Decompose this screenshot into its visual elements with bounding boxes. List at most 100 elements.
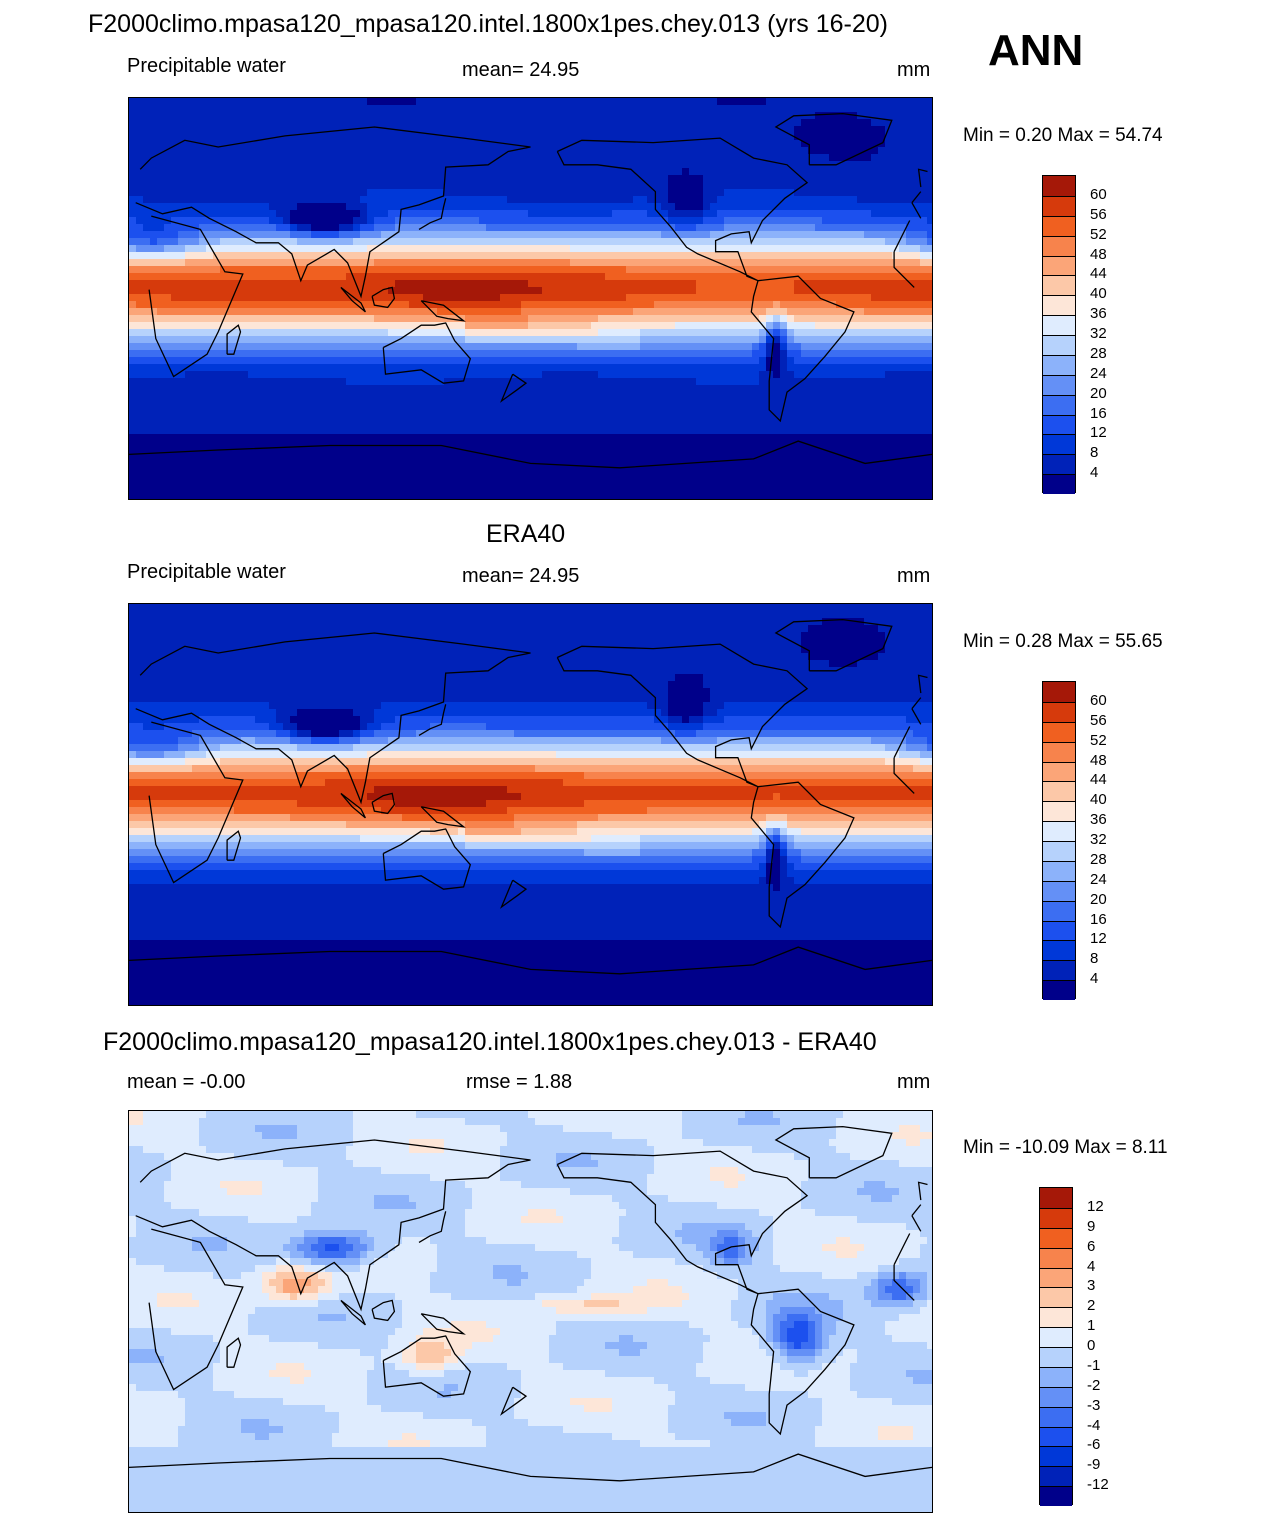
heatmap-cell bbox=[304, 168, 312, 176]
heatmap-cell bbox=[780, 315, 788, 323]
heatmap-cell bbox=[493, 343, 501, 351]
heatmap-cell bbox=[654, 343, 662, 351]
heatmap-cell bbox=[339, 161, 347, 169]
heatmap-cell bbox=[584, 252, 592, 260]
heatmap-cell bbox=[591, 287, 599, 295]
heatmap-cell bbox=[129, 189, 137, 197]
heatmap-cell bbox=[402, 308, 410, 316]
heatmap-cell bbox=[311, 308, 319, 316]
heatmap-cell bbox=[143, 280, 151, 288]
heatmap-cell bbox=[696, 105, 704, 113]
heatmap-cell bbox=[815, 196, 823, 204]
heatmap-cell bbox=[318, 217, 326, 225]
heatmap-cell bbox=[388, 210, 396, 218]
heatmap-cell bbox=[227, 154, 235, 162]
heatmap-cell bbox=[143, 196, 151, 204]
heatmap-cell bbox=[815, 154, 823, 162]
heatmap-cell bbox=[780, 140, 788, 148]
heatmap-cell bbox=[906, 329, 914, 337]
heatmap-cell bbox=[836, 322, 844, 330]
heatmap-cell bbox=[486, 126, 494, 134]
heatmap-cell bbox=[136, 280, 144, 288]
heatmap-cell bbox=[255, 126, 263, 134]
heatmap-cell bbox=[164, 315, 172, 323]
heatmap-cell bbox=[829, 133, 837, 141]
heatmap-cell bbox=[731, 294, 739, 302]
heatmap-cell bbox=[374, 112, 382, 120]
heatmap-cell bbox=[906, 385, 914, 393]
heatmap-cell bbox=[472, 343, 480, 351]
heatmap-cell bbox=[332, 98, 340, 106]
heatmap-cell bbox=[633, 203, 641, 211]
heatmap-cell bbox=[129, 182, 137, 190]
heatmap-cell bbox=[444, 378, 452, 386]
heatmap-cell bbox=[318, 147, 326, 155]
heatmap-cell bbox=[150, 308, 158, 316]
heatmap-cell bbox=[325, 378, 333, 386]
heatmap-cell bbox=[598, 343, 606, 351]
heatmap-cell bbox=[220, 154, 228, 162]
heatmap-cell bbox=[269, 350, 277, 358]
heatmap-cell bbox=[577, 231, 585, 239]
heatmap-cell bbox=[402, 238, 410, 246]
heatmap-cell bbox=[892, 364, 900, 372]
heatmap-cell bbox=[171, 273, 179, 281]
heatmap-cell bbox=[346, 399, 354, 407]
heatmap-cell bbox=[143, 154, 151, 162]
heatmap-cell bbox=[724, 301, 732, 309]
heatmap-cell bbox=[780, 119, 788, 127]
heatmap-cell bbox=[136, 147, 144, 155]
heatmap-cell bbox=[731, 378, 739, 386]
heatmap-cell bbox=[465, 364, 473, 372]
heatmap-cell bbox=[647, 259, 655, 267]
heatmap-cell bbox=[570, 147, 578, 155]
heatmap-cell bbox=[836, 133, 844, 141]
heatmap-cell bbox=[339, 259, 347, 267]
heatmap-cell bbox=[479, 287, 487, 295]
heatmap-cell bbox=[458, 133, 466, 141]
heatmap-cell bbox=[255, 98, 263, 106]
heatmap-cell bbox=[724, 329, 732, 337]
heatmap-cell bbox=[192, 273, 200, 281]
heatmap-cell bbox=[668, 336, 676, 344]
heatmap-cell bbox=[927, 140, 932, 148]
heatmap-cell bbox=[206, 371, 214, 379]
heatmap-cell bbox=[647, 350, 655, 358]
heatmap-cell bbox=[815, 315, 823, 323]
heatmap-cell bbox=[311, 287, 319, 295]
heatmap-cell bbox=[927, 161, 932, 169]
heatmap-cell bbox=[171, 385, 179, 393]
heatmap-cell bbox=[661, 315, 669, 323]
heatmap-cell bbox=[276, 147, 284, 155]
heatmap-cell bbox=[535, 140, 543, 148]
heatmap-cell bbox=[416, 280, 424, 288]
heatmap-cell bbox=[836, 329, 844, 337]
heatmap-cell bbox=[871, 133, 879, 141]
heatmap-cell bbox=[647, 175, 655, 183]
heatmap-cell bbox=[458, 364, 466, 372]
heatmap-cell bbox=[759, 119, 767, 127]
heatmap-cell bbox=[409, 112, 417, 120]
heatmap-cell bbox=[402, 126, 410, 134]
heatmap-cell bbox=[878, 308, 886, 316]
heatmap-cell bbox=[878, 224, 886, 232]
heatmap-cell bbox=[367, 238, 375, 246]
heatmap-cell bbox=[444, 280, 452, 288]
heatmap-cell bbox=[738, 98, 746, 106]
heatmap-cell bbox=[605, 322, 613, 330]
heatmap-cell bbox=[381, 231, 389, 239]
heatmap-cell bbox=[353, 119, 361, 127]
heatmap-cell bbox=[178, 364, 186, 372]
heatmap-cell bbox=[507, 308, 515, 316]
heatmap-cell bbox=[472, 252, 480, 260]
heatmap-cell bbox=[745, 189, 753, 197]
heatmap-cell bbox=[269, 133, 277, 141]
heatmap-cell bbox=[857, 252, 865, 260]
heatmap-cell bbox=[220, 385, 228, 393]
heatmap-cell bbox=[745, 315, 753, 323]
heatmap-cell bbox=[486, 385, 494, 393]
heatmap-cell bbox=[136, 168, 144, 176]
heatmap-cell bbox=[332, 154, 340, 162]
heatmap-cell bbox=[654, 189, 662, 197]
heatmap-cell bbox=[437, 168, 445, 176]
